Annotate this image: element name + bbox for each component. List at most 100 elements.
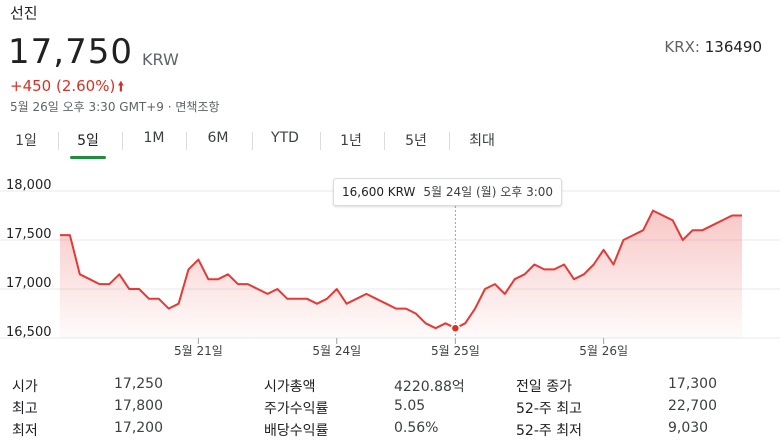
x-axis-label: 5월 24일 xyxy=(312,344,361,358)
active-tab-indicator xyxy=(70,156,106,159)
price-point xyxy=(176,301,182,307)
price-change-text: +450 (2.60%) xyxy=(10,77,116,95)
stat-label-52w-high: 52-주 최고 xyxy=(516,401,582,417)
price-point xyxy=(185,266,191,272)
tab-divider xyxy=(122,132,123,150)
price-point xyxy=(660,213,666,219)
y-axis-label: 17,000 xyxy=(6,276,52,291)
tab-5d[interactable]: 5일 xyxy=(68,130,108,159)
price-point xyxy=(719,217,725,223)
price-point xyxy=(314,301,320,307)
tooltip-date: 5월 24일 (월) 오후 3:00 xyxy=(423,185,554,199)
stat-label-market-cap: 시가총액 xyxy=(264,379,316,395)
y-axis-label: 17,500 xyxy=(6,227,52,242)
price-point xyxy=(126,286,132,292)
price-change: +450 (2.60%) 🠙 xyxy=(10,76,124,100)
price-point xyxy=(581,271,587,277)
price-point xyxy=(215,276,221,282)
hover-point xyxy=(450,323,461,333)
tab-divider xyxy=(58,132,59,150)
price-point xyxy=(462,320,468,326)
tab-divider xyxy=(384,132,385,150)
price-point xyxy=(699,227,705,233)
tab-label: 1M xyxy=(143,130,165,146)
tab-divider xyxy=(186,132,187,150)
tab-divider xyxy=(449,132,450,150)
currency-label: KRW xyxy=(142,50,179,69)
x-axis-label: 5월 21일 xyxy=(174,344,223,358)
price-point xyxy=(601,247,607,253)
price-point xyxy=(680,237,686,243)
price-point xyxy=(97,281,103,287)
price-point xyxy=(156,296,162,302)
chart-tooltip: 16,600 KRW 5월 24일 (월) 오후 3:00 xyxy=(333,178,563,206)
stat-value-52w-high: 22,700 xyxy=(668,398,717,414)
tab-1d[interactable]: 1일 xyxy=(6,130,46,154)
x-axis-label: 5월 26일 xyxy=(579,344,628,358)
stat-label-low: 최저 xyxy=(12,423,38,439)
stat-value-dividend-yield: 0.56% xyxy=(394,420,439,436)
price-point xyxy=(423,320,429,326)
price-point xyxy=(591,262,597,268)
tab-label: YTD xyxy=(271,130,299,146)
price-point xyxy=(324,296,330,302)
stat-label-high: 최고 xyxy=(12,401,38,417)
ticker-code: 136490 xyxy=(704,38,762,56)
price-point xyxy=(531,262,537,268)
price-point xyxy=(650,208,656,214)
tab-divider xyxy=(320,132,321,150)
key-stats-table: 시가 17,250 최고 17,800 최저 17,200 시가총액 4220.… xyxy=(0,372,780,439)
price-point xyxy=(363,291,369,297)
price-point xyxy=(640,227,646,233)
price-point xyxy=(502,291,508,297)
tab-6m[interactable]: 6M xyxy=(198,130,238,154)
price-point xyxy=(551,266,557,272)
price-point xyxy=(413,311,419,317)
tab-ytd[interactable]: YTD xyxy=(262,130,308,154)
stat-value-market-cap: 4220.88억 xyxy=(394,379,465,395)
tab-1m[interactable]: 1M xyxy=(134,130,174,154)
price-point xyxy=(67,232,73,238)
price-point xyxy=(522,271,528,277)
stock-name: 선진 xyxy=(10,4,38,22)
tab-1y[interactable]: 1년 xyxy=(331,130,371,154)
y-axis-label: 18,000 xyxy=(6,178,52,193)
stat-label-open: 시가 xyxy=(12,379,38,395)
price-point xyxy=(482,286,488,292)
price-point xyxy=(709,222,715,228)
tab-label: 5년 xyxy=(405,133,427,149)
timestamp-disclaimer[interactable]: 5월 26일 오후 3:30 GMT+9 · 면책조항 xyxy=(10,100,220,114)
stat-value-pe-ratio: 5.05 xyxy=(394,398,426,414)
price-point xyxy=(383,301,389,307)
price-point xyxy=(571,276,577,282)
tab-label: 5일 xyxy=(77,133,99,149)
price-point xyxy=(334,286,340,292)
ticker-symbol[interactable]: KRX: 136490 xyxy=(664,38,762,56)
price-point xyxy=(136,286,142,292)
stat-value-52w-low: 9,030 xyxy=(668,420,709,436)
tab-label: 최대 xyxy=(469,133,495,149)
y-axis-label: 16,500 xyxy=(6,325,52,340)
price-point xyxy=(541,266,547,272)
price-point xyxy=(245,281,251,287)
price-point xyxy=(630,232,636,238)
price-point xyxy=(344,301,350,307)
price-point xyxy=(235,281,241,287)
price-point xyxy=(354,296,360,302)
price-point xyxy=(433,325,439,331)
stat-label-52w-low: 52-주 최저 xyxy=(516,423,582,439)
tab-5y[interactable]: 5년 xyxy=(396,130,436,154)
x-axis-label: 5월 25일 xyxy=(431,344,480,358)
stat-value-open: 17,250 xyxy=(114,376,163,392)
price-point xyxy=(205,276,211,282)
tab-max[interactable]: 최대 xyxy=(462,130,502,154)
price-point xyxy=(274,286,280,292)
price-chart[interactable]: 18,000 17,500 17,000 16,500 5월 21일 5월 24일 5월 … xyxy=(0,170,780,360)
price-point xyxy=(393,306,399,312)
price-point xyxy=(265,291,271,297)
price-point xyxy=(561,262,567,268)
stat-value-high: 17,800 xyxy=(114,398,163,414)
tab-label: 1일 xyxy=(15,133,37,149)
price-point xyxy=(146,296,152,302)
stat-value-low: 17,200 xyxy=(114,420,163,436)
